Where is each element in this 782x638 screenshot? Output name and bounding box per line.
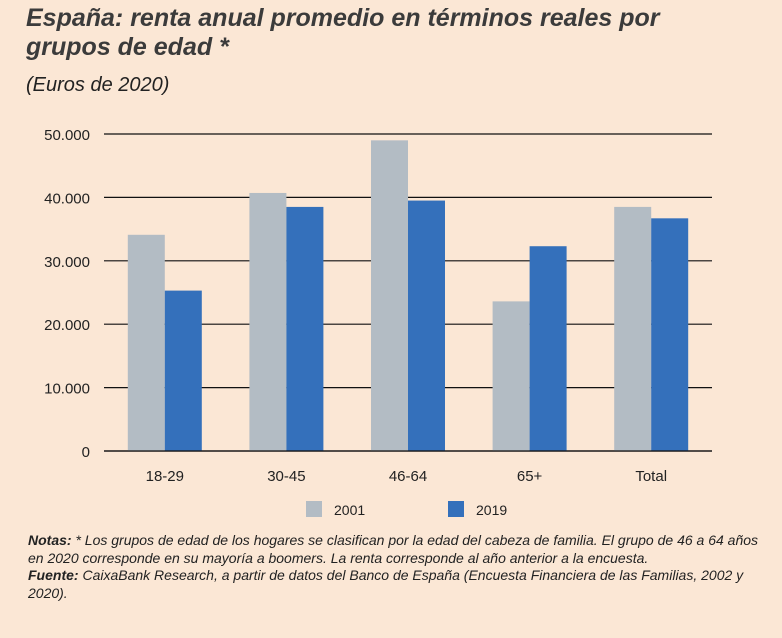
bar-2019-30-45 (286, 206, 324, 451)
bar-chart: 0 10.000 20.000 30.000 40.000 50.000 18-29 30-4… (44, 127, 712, 518)
chart-title: España: renta anual promedio en términos… (26, 4, 660, 61)
legend-swatch-2019 (448, 501, 464, 517)
notes-text: * Los grupos de edad de los hogares se c… (28, 532, 759, 566)
bar-2019-Total (651, 218, 689, 451)
y-tick-label: 50.000 (44, 127, 90, 144)
bar-2001-30-45 (249, 192, 287, 451)
bar-2019-18-29 (164, 290, 202, 451)
notes-label: Notas: (28, 532, 72, 548)
bar-2001-65+ (492, 301, 530, 451)
y-tick-label: 20.000 (44, 317, 90, 334)
bar-2001-18-29 (127, 234, 165, 451)
source-label: Fuente: (28, 567, 79, 583)
legend-swatch-2001 (306, 501, 322, 517)
chart-subtitle: (Euros de 2020) (26, 74, 170, 96)
bar-2019-46-64 (408, 200, 445, 451)
legend-label: 2019 (476, 502, 507, 518)
notes-paragraph: Notas: * Los grupos de edad de los hogar… (28, 532, 768, 567)
bar-2001-46-64 (371, 140, 408, 451)
x-tick-label: 46-64 (389, 468, 427, 485)
x-tick-label: 30-45 (267, 468, 305, 485)
chart-notes: Notas: * Los grupos de edad de los hogar… (28, 532, 768, 602)
y-tick-label: 40.000 (44, 190, 90, 207)
source-text: CaixaBank Research, a partir de datos de… (28, 567, 744, 601)
y-tick-label: 0 (82, 444, 90, 461)
y-tick-label: 10.000 (44, 381, 90, 398)
x-tick-label: Total (635, 468, 667, 485)
legend-label: 2001 (334, 502, 365, 518)
x-tick-label: 65+ (517, 468, 543, 485)
x-tick-label: 18-29 (146, 468, 184, 485)
source-paragraph: Fuente: CaixaBank Research, a partir de … (28, 567, 768, 602)
y-tick-label: 30.000 (44, 254, 90, 271)
bar-2019-65+ (529, 246, 567, 451)
bar-2001-Total (614, 206, 652, 451)
